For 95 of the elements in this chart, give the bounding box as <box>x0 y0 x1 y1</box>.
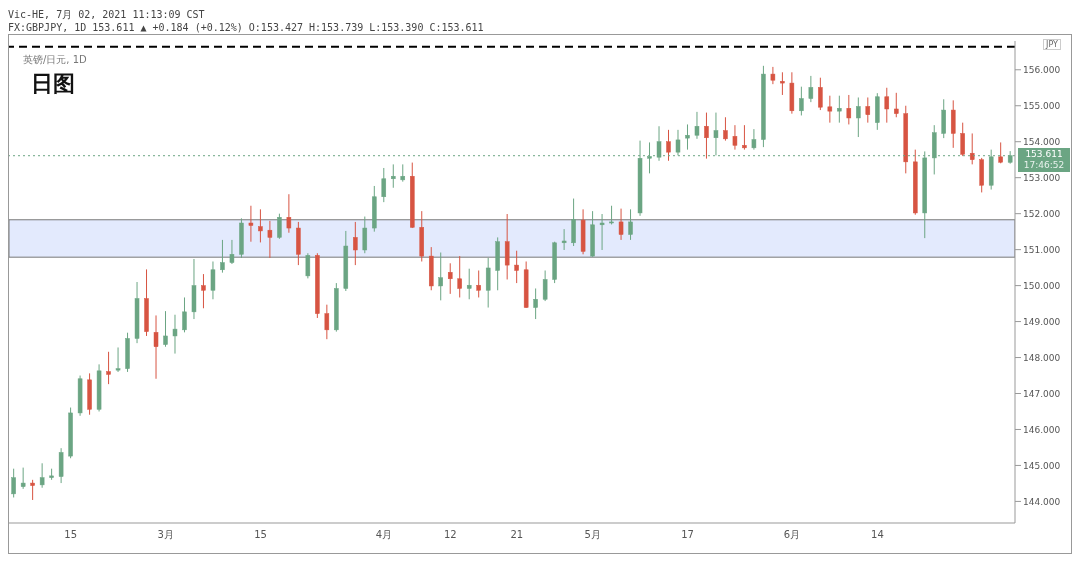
candlestick <box>742 124 747 151</box>
candlestick <box>115 346 121 373</box>
x-tick-label: 5月 <box>584 529 601 541</box>
candlestick <box>201 273 206 309</box>
x-tick-label: 4月 <box>375 529 393 541</box>
y-tick-label: 145.000 <box>1023 460 1061 471</box>
y-tick-label: 147.000 <box>1023 388 1061 399</box>
candlestick <box>210 261 216 300</box>
candlestick <box>950 99 956 149</box>
candlestick <box>770 66 776 85</box>
candlestick <box>628 208 633 241</box>
x-tick-label: 6月 <box>783 529 801 541</box>
candlestick <box>884 87 890 124</box>
y-tick-label: 152.000 <box>1023 208 1061 219</box>
text: 日图 <box>31 70 75 98</box>
y-tick-label: 155.000 <box>1023 100 1061 111</box>
x-tick-label: 3月 <box>157 529 174 541</box>
candlestick <box>381 167 387 203</box>
candlestick <box>561 228 567 251</box>
candlestick <box>969 132 975 165</box>
y-tick-label: 150.000 <box>1023 280 1061 291</box>
candlestick <box>438 252 443 301</box>
candlestick <box>163 310 168 348</box>
candlestick <box>11 468 16 498</box>
text: Vic-HE, 7月 02, 2021 11:13:09 CST <box>8 8 206 21</box>
candlestick <box>666 129 671 162</box>
x-tick-label: 15 <box>64 529 78 541</box>
text: JPY <box>1043 39 1061 50</box>
candlestick <box>751 128 757 151</box>
candlestick <box>20 467 26 490</box>
candlestick <box>713 112 719 156</box>
candlestick <box>457 255 462 298</box>
candlestick <box>799 86 804 116</box>
candlestick <box>220 239 225 274</box>
candlestick <box>286 193 292 234</box>
candlestick <box>533 287 538 320</box>
candlestick <box>504 213 510 280</box>
candlestick <box>514 250 519 284</box>
candlestick <box>39 462 45 489</box>
x-tick-label: 15 <box>254 529 267 541</box>
x-tick-label: 14 <box>871 529 884 541</box>
candlestick <box>599 213 605 251</box>
candlestick <box>694 111 700 140</box>
candlestick <box>153 314 159 380</box>
candlestick <box>571 198 576 247</box>
candlestick <box>362 216 368 254</box>
candlestick <box>305 252 311 279</box>
y-tick-label: 148.000 <box>1023 352 1061 363</box>
candlestick <box>106 351 111 385</box>
candlestick <box>182 296 187 333</box>
candlestick <box>391 163 396 189</box>
y-tick-label: 156.000 <box>1023 64 1061 75</box>
candlestick <box>856 96 861 138</box>
candlestick <box>894 92 899 118</box>
candlestick <box>960 122 965 157</box>
candlestick <box>827 95 833 124</box>
candlestick <box>277 213 282 240</box>
y-tick-label: 144.000 <box>1023 496 1061 507</box>
candlestick <box>780 71 785 96</box>
candlestick <box>618 208 624 241</box>
y-tick-label: 153.000 <box>1023 172 1061 183</box>
candlestick <box>476 269 481 298</box>
text: FX:GBPJPY, 1D 153.611 ▲ +0.184 (+0.12%) O:153.427 H:153.739 L:153.390 C:153.611 <box>8 21 485 34</box>
candlestick <box>808 75 814 103</box>
x-tick-label: 17 <box>681 529 694 541</box>
text: 英镑/日元, 1D <box>23 53 87 67</box>
y-tick-label: 154.000 <box>1023 136 1061 147</box>
candlestick <box>865 96 871 124</box>
candlestick <box>704 112 709 160</box>
candlestick <box>846 94 852 125</box>
candlestick <box>258 208 263 243</box>
candlestick <box>267 220 273 259</box>
ref-line-label: 153.611 <box>1024 149 1064 161</box>
x-tick-label: 21 <box>510 529 524 541</box>
candlestick <box>324 304 330 340</box>
candlestick <box>466 268 472 300</box>
candlestick <box>447 262 453 295</box>
candlestick <box>30 479 35 501</box>
candlestick <box>485 257 491 309</box>
candlestick <box>248 205 254 243</box>
candlestick <box>353 221 358 266</box>
x-tick-label: 12 <box>443 529 457 541</box>
candlestick <box>723 116 728 142</box>
candlestick <box>685 123 690 151</box>
candlestick <box>229 239 235 265</box>
candlestick <box>837 95 842 124</box>
text: 17:46:52 <box>1022 160 1066 172</box>
candlestick <box>818 77 823 111</box>
y-tick-label: 149.000 <box>1023 316 1061 327</box>
candlestick <box>542 269 548 302</box>
candlestick <box>732 124 738 151</box>
y-tick-label: 146.000 <box>1023 424 1061 435</box>
candlestick <box>941 98 946 139</box>
candlestick <box>172 314 178 355</box>
y-tick-label: 151.000 <box>1023 244 1061 255</box>
